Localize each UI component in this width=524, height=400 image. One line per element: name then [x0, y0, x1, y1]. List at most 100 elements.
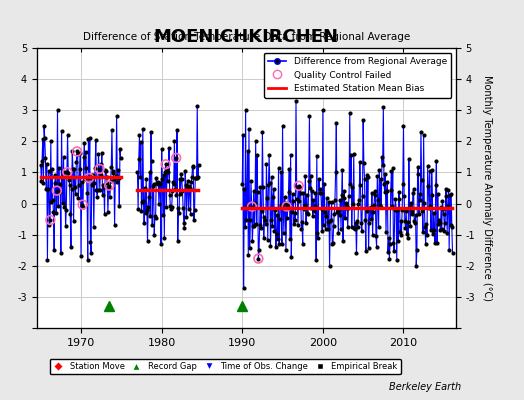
Point [194, 174, 202, 180]
Point [356, 158, 364, 165]
Point [294, 183, 303, 189]
Point [147, 129, 155, 135]
Point [70, 166, 79, 172]
Point [375, 224, 383, 230]
Point [433, 240, 441, 246]
Point [239, 284, 248, 291]
Point [414, 211, 423, 218]
Point [399, 122, 408, 129]
Point [293, 196, 301, 202]
Point [282, 203, 291, 210]
Point [194, 162, 203, 168]
Point [367, 216, 375, 223]
Point [412, 262, 420, 269]
Point [154, 179, 162, 185]
Point [172, 192, 181, 198]
Point [261, 217, 269, 223]
Point [296, 185, 304, 191]
Point [190, 216, 198, 223]
Point [281, 200, 289, 206]
Point [46, 217, 54, 223]
Point [316, 189, 325, 196]
Point [288, 190, 297, 197]
Point [393, 207, 401, 214]
Point [311, 203, 319, 209]
Point [162, 204, 170, 211]
Point [302, 220, 310, 226]
Point [424, 183, 432, 190]
Point [165, 145, 173, 152]
Point [337, 192, 346, 198]
Point [276, 216, 284, 222]
Point [88, 181, 96, 188]
Point [51, 172, 60, 179]
Point [294, 222, 302, 229]
Point [285, 188, 293, 195]
Point [76, 150, 84, 156]
Point [155, 201, 163, 208]
Point [399, 181, 407, 188]
Point [428, 192, 436, 198]
Point [310, 208, 318, 215]
Point [135, 132, 144, 138]
Point [394, 238, 402, 244]
Point [335, 206, 343, 212]
Point [89, 172, 97, 178]
Point [409, 190, 417, 196]
Point [288, 209, 296, 215]
Point [116, 146, 124, 152]
Point [103, 180, 112, 186]
Point [304, 210, 312, 217]
Point [340, 188, 348, 194]
Title: MOENICHKIRCHEN: MOENICHKIRCHEN [154, 28, 339, 46]
Point [144, 204, 152, 210]
Point [249, 223, 257, 229]
Point [406, 204, 414, 210]
Point [81, 176, 89, 182]
Point [388, 203, 396, 210]
Point [267, 217, 275, 224]
Point [52, 188, 61, 194]
Point [252, 221, 260, 228]
Point [333, 206, 342, 212]
Point [389, 239, 398, 246]
Point [95, 166, 104, 172]
Point [395, 188, 403, 195]
Point [348, 183, 357, 190]
Point [345, 193, 353, 199]
Point [238, 181, 246, 188]
Point [328, 199, 336, 206]
Point [114, 166, 122, 173]
Point [390, 248, 398, 254]
Point [191, 175, 200, 182]
Point [173, 127, 181, 134]
Point [303, 210, 312, 216]
Point [63, 169, 71, 176]
Point [180, 219, 188, 226]
Point [322, 213, 331, 220]
Point [447, 191, 455, 197]
Point [133, 169, 141, 176]
Point [112, 172, 120, 179]
Point [376, 202, 384, 208]
Point [85, 135, 94, 141]
Point [346, 181, 355, 188]
Point [418, 208, 427, 215]
Point [366, 204, 375, 210]
Point [428, 167, 436, 174]
Point [49, 209, 58, 216]
Point [372, 233, 380, 240]
Point [377, 203, 386, 210]
Point [74, 195, 82, 201]
Point [445, 246, 453, 253]
Point [246, 217, 255, 223]
Point [87, 250, 95, 256]
Point [176, 191, 184, 198]
Point [396, 228, 405, 235]
Point [185, 185, 194, 192]
Point [298, 219, 306, 225]
Point [343, 202, 351, 209]
Point [140, 185, 149, 191]
Point [77, 253, 85, 260]
Point [252, 138, 260, 144]
